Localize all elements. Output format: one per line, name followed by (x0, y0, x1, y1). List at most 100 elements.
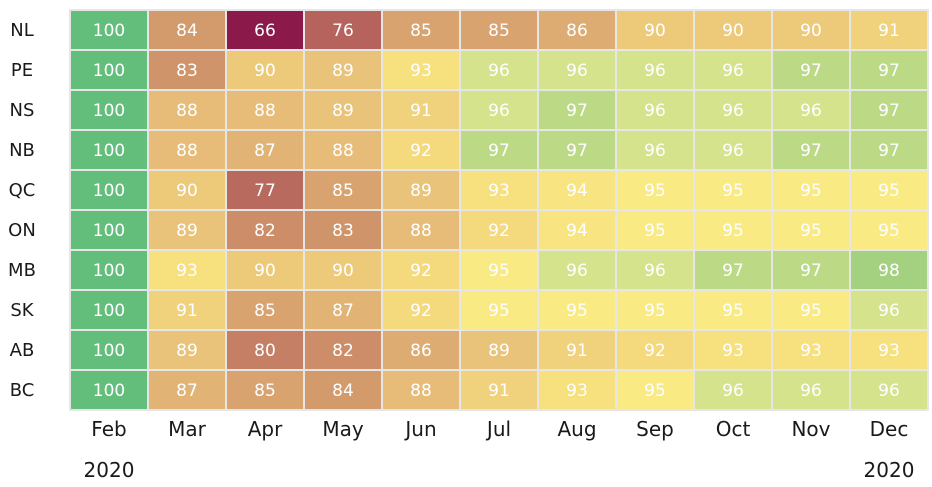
cell-value-label: 97 (878, 141, 900, 161)
heatmap-cell (537, 329, 617, 371)
heatmap-cell (771, 9, 851, 51)
row-label: NL (10, 20, 34, 41)
heatmap-cell (69, 329, 149, 371)
cell-value-label: 91 (410, 101, 432, 121)
heatmap-cell (225, 249, 305, 291)
cell-value-label: 90 (332, 261, 354, 281)
cell-value-label: 97 (800, 261, 822, 281)
column-label: Nov (791, 417, 830, 441)
cell-value-label: 100 (93, 381, 125, 401)
cell-value-label: 86 (410, 341, 432, 361)
cell-value-label: 92 (488, 221, 510, 241)
heatmap-cell (771, 289, 851, 331)
row-label: NS (10, 100, 35, 121)
heatmap-cells: 100 84 66 76 85 85 86 90 90 90 91 100 83 90 89 93 96 96 96… (69, 9, 929, 411)
row-label: NB (9, 140, 35, 161)
cell-value-label: 83 (332, 221, 354, 241)
heatmap-cell (615, 49, 695, 91)
cell-value-label: 88 (176, 141, 198, 161)
cell-value-label: 95 (800, 301, 822, 321)
row-labels: NL PE NS NB QC ON MB SK AB BC (8, 20, 36, 401)
heatmap-cell (693, 89, 773, 131)
cell-value-label: 85 (254, 301, 276, 321)
cell-value-label: 95 (488, 261, 510, 281)
heatmap-cell (303, 129, 383, 171)
column-label: Mar (168, 417, 207, 441)
cell-value-label: 97 (878, 61, 900, 81)
heatmap-cell (537, 169, 617, 211)
column-label: Sep (636, 417, 674, 441)
heatmap-cell (615, 369, 695, 411)
column-labels: Feb Mar Apr May Jun Jul Aug Sep Oct Nov Dec (91, 417, 908, 441)
cell-value-label: 96 (722, 61, 744, 81)
row-label: AB (10, 340, 35, 361)
cell-value-label: 95 (800, 221, 822, 241)
cell-value-label: 84 (332, 381, 354, 401)
cell-value-label: 94 (566, 221, 588, 241)
cell-value-label: 95 (722, 221, 744, 241)
heatmap-cell (849, 9, 929, 51)
heatmap-cell (849, 209, 929, 251)
row-label: ON (8, 220, 36, 241)
heatmap-cell (537, 249, 617, 291)
heatmap-cell (693, 369, 773, 411)
column-label: Jun (403, 417, 436, 441)
heatmap-cell (69, 289, 149, 331)
heatmap-cell (693, 209, 773, 251)
cell-value-label: 97 (566, 141, 588, 161)
cell-value-label: 84 (176, 21, 198, 41)
heatmap-cell (147, 169, 227, 211)
cell-value-label: 89 (332, 101, 354, 121)
heatmap-cell (615, 9, 695, 51)
heatmap-cell (147, 289, 227, 331)
cell-value-label: 96 (722, 381, 744, 401)
cell-value-label: 96 (644, 141, 666, 161)
cell-value-label: 95 (644, 301, 666, 321)
cell-value-label: 82 (332, 341, 354, 361)
heatmap-cell (693, 329, 773, 371)
heatmap-cell (459, 369, 539, 411)
row-label: BC (10, 380, 35, 401)
cell-value-label: 95 (644, 181, 666, 201)
heatmap-cell (849, 89, 929, 131)
cell-value-label: 97 (566, 101, 588, 121)
cell-value-label: 89 (410, 181, 432, 201)
heatmap-cell (225, 369, 305, 411)
row-label: MB (8, 260, 36, 281)
heatmap-cell (303, 209, 383, 251)
cell-value-label: 77 (254, 181, 276, 201)
cell-value-label: 93 (722, 341, 744, 361)
cell-value-label: 86 (566, 21, 588, 41)
heatmap-cell (693, 49, 773, 91)
cell-value-label: 96 (488, 101, 510, 121)
cell-value-label: 97 (878, 101, 900, 121)
heatmap-cell (693, 169, 773, 211)
cell-value-label: 93 (566, 381, 588, 401)
cell-value-label: 94 (566, 181, 588, 201)
cell-value-label: 95 (878, 221, 900, 241)
cell-value-label: 100 (93, 61, 125, 81)
cell-value-label: 90 (644, 21, 666, 41)
heatmap-cell (849, 49, 929, 91)
cell-value-label: 88 (176, 101, 198, 121)
column-label: Apr (248, 417, 283, 441)
heatmap-cell (381, 169, 461, 211)
cell-value-label: 90 (254, 61, 276, 81)
column-label: Jul (485, 417, 511, 441)
cell-value-label: 85 (254, 381, 276, 401)
row-label: PE (11, 60, 33, 81)
cell-value-label: 85 (332, 181, 354, 201)
cell-value-label: 100 (93, 21, 125, 41)
heatmap-cell (459, 169, 539, 211)
cell-value-label: 93 (800, 341, 822, 361)
heatmap-cell (381, 369, 461, 411)
cell-value-label: 95 (800, 181, 822, 201)
heatmap-cell (147, 249, 227, 291)
cell-value-label: 96 (644, 101, 666, 121)
cell-value-label: 93 (878, 341, 900, 361)
cell-value-label: 91 (176, 301, 198, 321)
year-label-start: 2020 (84, 458, 135, 482)
cell-value-label: 92 (644, 341, 666, 361)
cell-value-label: 89 (488, 341, 510, 361)
heatmap-cell (459, 249, 539, 291)
